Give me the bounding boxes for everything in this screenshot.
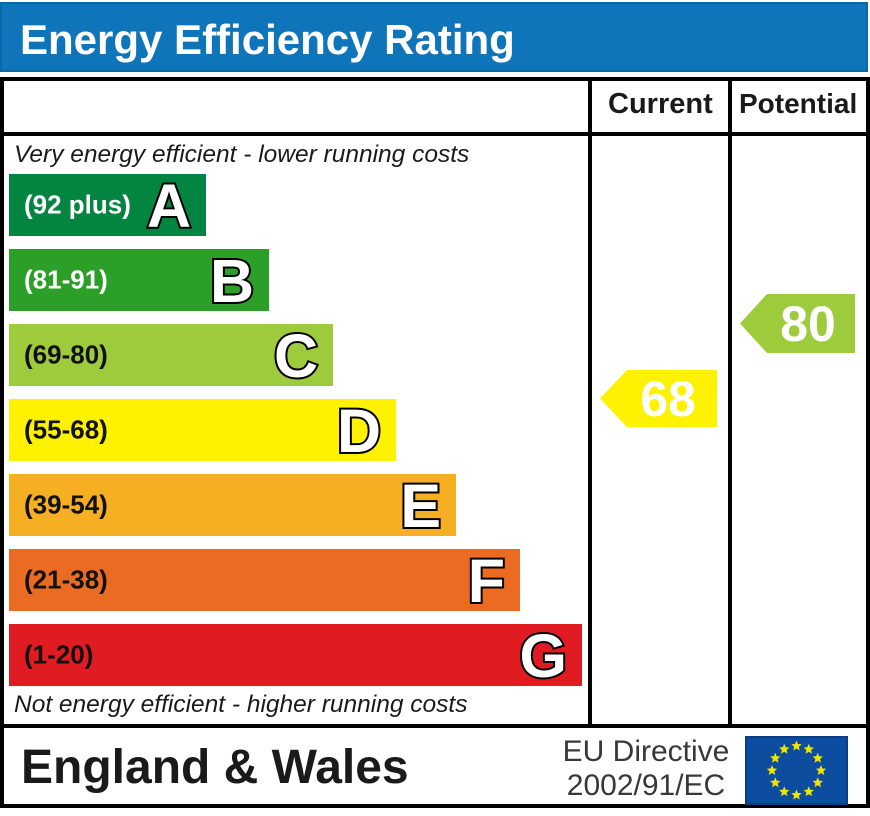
svg-text:C: C <box>274 324 318 386</box>
svg-text:D: D <box>337 399 381 461</box>
svg-text:E: E <box>400 474 441 536</box>
svg-text:A: A <box>147 174 191 236</box>
svg-text:B: B <box>210 249 254 311</box>
svg-text:68: 68 <box>640 371 696 427</box>
svg-text:F: F <box>468 549 505 611</box>
svg-text:80: 80 <box>780 296 836 352</box>
svg-text:G: G <box>520 624 567 686</box>
